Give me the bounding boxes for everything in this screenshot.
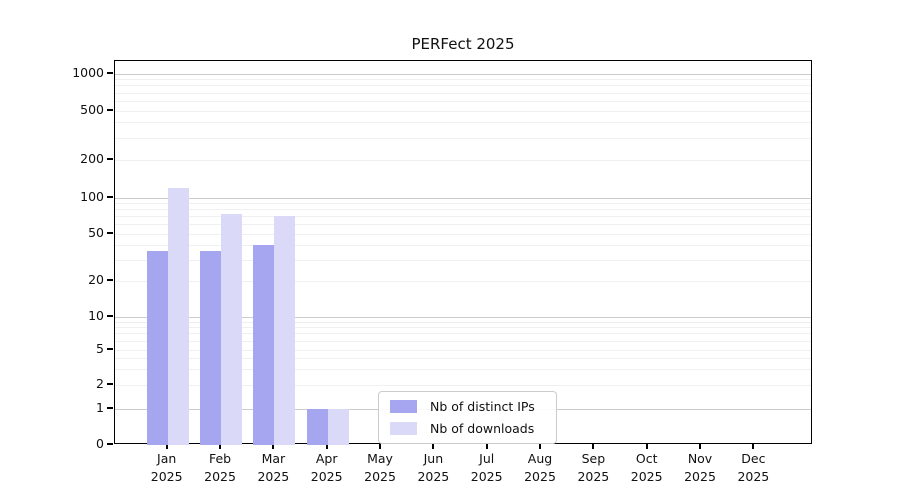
major-gridline — [115, 197, 811, 199]
x-tick — [539, 444, 542, 449]
legend-item-downloads: Nb of downloads — [390, 421, 545, 436]
minor-gridline — [115, 79, 811, 81]
y-tick — [107, 109, 113, 111]
minor-gridline — [115, 340, 811, 342]
y-tick — [107, 315, 113, 317]
bar-jan-downloads — [167, 188, 189, 445]
bar-feb-ips — [200, 250, 222, 445]
y-tick — [107, 72, 113, 74]
y-tick-label: 1 — [96, 400, 104, 415]
x-tick — [645, 444, 648, 449]
bar-apr-ips — [306, 409, 328, 445]
y-tick — [107, 383, 113, 385]
x-tick-label: May 2025 — [364, 451, 396, 484]
x-tick-label: Oct 2025 — [630, 451, 663, 484]
x-tick — [699, 444, 702, 449]
minor-gridline — [115, 349, 811, 351]
major-gridline — [115, 73, 811, 75]
minor-gridline — [115, 110, 811, 112]
minor-gridline — [115, 159, 811, 161]
x-tick — [379, 444, 382, 449]
x-tick-label: Jan 2025 — [150, 451, 183, 484]
x-tick — [432, 444, 435, 449]
x-tick-label: Sep 2025 — [577, 451, 610, 484]
minor-gridline — [115, 137, 811, 139]
y-tick — [107, 348, 113, 350]
y-tick — [107, 196, 113, 198]
bars-layer — [115, 61, 811, 445]
legend-item-distinct-ips: Nb of distinct IPs — [390, 399, 545, 414]
legend-label-downloads: Nb of downloads — [430, 421, 535, 436]
minor-gridline — [115, 321, 811, 323]
legend: Nb of distinct IPs Nb of downloads — [378, 391, 557, 444]
minor-gridline — [115, 369, 811, 370]
y-tick-label: 2 — [96, 376, 104, 391]
y-tick-label: 1000 — [72, 65, 104, 80]
legend-swatch-downloads — [390, 422, 417, 435]
y-tick — [107, 279, 113, 281]
x-tick-label: Jun 2025 — [417, 451, 450, 484]
bar-feb-downloads — [221, 213, 243, 445]
plot-area: Nb of distinct IPs Nb of downloads — [114, 60, 812, 445]
y-tick-label: 100 — [80, 189, 104, 204]
x-tick-label: Jul 2025 — [470, 451, 503, 484]
minor-gridline — [115, 202, 811, 204]
y-tick-label: 500 — [80, 102, 104, 117]
minor-gridline — [115, 100, 811, 102]
legend-swatch-distinct-ips — [390, 400, 417, 413]
minor-gridline — [115, 224, 811, 226]
y-tick — [107, 443, 113, 445]
y-tick — [107, 407, 113, 409]
minor-gridline — [115, 209, 811, 211]
y-tick-label: 200 — [80, 151, 104, 166]
minor-gridline — [115, 327, 811, 329]
legend-label-distinct-ips: Nb of distinct IPs — [430, 399, 535, 414]
minor-gridline — [115, 92, 811, 94]
minor-gridline — [115, 244, 811, 246]
y-tick-label: 0 — [96, 436, 104, 451]
x-tick-label: Feb 2025 — [204, 451, 236, 484]
x-tick — [219, 444, 222, 449]
y-tick — [107, 232, 113, 234]
y-tick-label: 10 — [88, 308, 104, 323]
major-gridline — [115, 316, 811, 318]
x-tick — [272, 444, 275, 449]
minor-gridline — [115, 333, 811, 335]
x-tick-label: Nov 2025 — [684, 451, 716, 484]
minor-gridline — [115, 280, 811, 282]
x-tick-label: Dec 2025 — [737, 451, 770, 484]
minor-gridline — [115, 358, 811, 360]
minor-gridline — [115, 259, 811, 261]
y-tick-label: 5 — [96, 341, 104, 356]
minor-gridline — [115, 122, 811, 124]
bar-mar-ips — [253, 245, 275, 445]
x-tick-label: Mar 2025 — [257, 451, 290, 484]
minor-gridline — [115, 85, 811, 87]
y-tick-label: 50 — [88, 225, 104, 240]
bar-mar-downloads — [274, 215, 296, 445]
minor-gridline — [115, 233, 811, 235]
gridlines-layer — [115, 61, 811, 443]
x-tick — [752, 444, 755, 449]
x-tick — [592, 444, 595, 449]
x-tick — [165, 444, 168, 449]
y-tick-label: 20 — [88, 272, 104, 287]
minor-gridline — [115, 216, 811, 218]
x-tick — [485, 444, 488, 449]
bar-apr-downloads — [327, 409, 349, 445]
chart-title: PERFect 2025 — [411, 35, 515, 53]
x-tick-label: Apr 2025 — [310, 451, 343, 484]
x-tick — [325, 444, 328, 449]
bar-jan-ips — [146, 250, 168, 445]
minor-gridline — [115, 384, 811, 386]
y-tick — [107, 158, 113, 160]
x-tick-label: Aug 2025 — [524, 451, 556, 484]
